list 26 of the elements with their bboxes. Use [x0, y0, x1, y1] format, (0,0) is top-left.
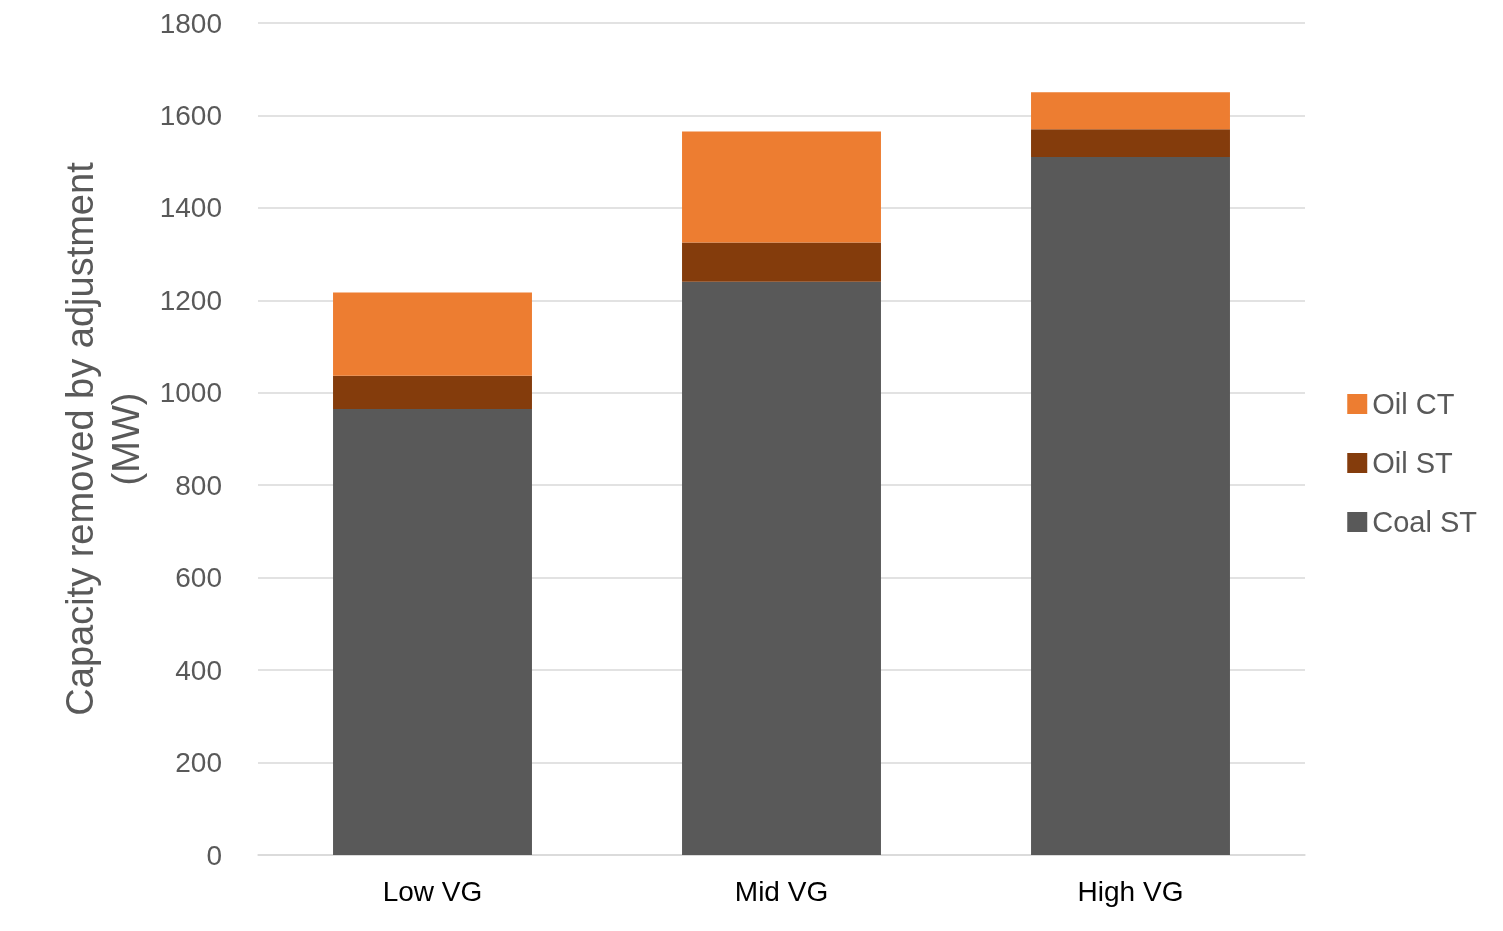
y-tick-label: 1400: [159, 192, 222, 224]
y-tick-label: 0: [206, 839, 222, 871]
legend-label: Oil ST: [1372, 447, 1454, 479]
y-axis-title: Capacity removed by adjustment (MW): [58, 161, 147, 716]
y-tick-label: 200: [175, 747, 222, 779]
y-tick-label: 600: [175, 562, 222, 594]
bar: [1031, 157, 1230, 855]
x-tick-label: Low VG: [382, 875, 483, 907]
y-tick-label: 800: [175, 469, 222, 501]
y-tick-label: 1800: [159, 7, 222, 39]
bar: [682, 131, 881, 243]
legend-label: Coal ST: [1372, 506, 1478, 538]
bar: [1031, 129, 1230, 158]
bar: [682, 242, 881, 282]
y-tick-label: 1600: [159, 99, 222, 131]
bar: [333, 292, 532, 376]
x-tick-label: High VG: [1077, 875, 1184, 907]
legend-label: Oil CT: [1372, 388, 1455, 420]
bar: [333, 408, 532, 855]
x-tick-label: Mid VG: [734, 875, 829, 907]
bar: [682, 281, 881, 855]
y-tick-label: 400: [175, 654, 222, 686]
y-tick-label: 1000: [159, 377, 222, 409]
y-tick-label: 1200: [159, 284, 222, 316]
bar: [333, 375, 532, 409]
bar: [1031, 92, 1230, 130]
